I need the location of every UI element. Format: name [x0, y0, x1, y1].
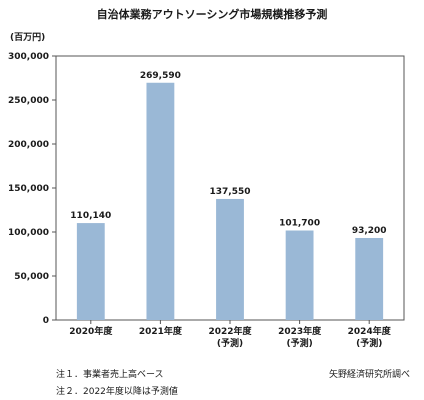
note-1: 注１．事業者売上高ベース	[56, 370, 164, 380]
bar-value-label: 101,700	[279, 219, 320, 229]
bar	[355, 237, 384, 320]
x-category-label: 2024年度	[348, 325, 392, 337]
y-tick-label: 0	[43, 316, 49, 326]
y-tick-label: 300,000	[8, 52, 49, 62]
bar	[216, 198, 244, 320]
x-category-label: 2022年度	[208, 325, 252, 337]
y-axis-unit-label: (百万円)	[10, 33, 46, 43]
x-category-label: 2023年度	[278, 325, 322, 337]
y-tick-label: 200,000	[8, 140, 49, 150]
bar-value-label: 269,590	[140, 71, 181, 81]
y-tick-label: 50,000	[14, 272, 49, 282]
y-tick-label: 100,000	[8, 228, 49, 238]
x-category-label: 2020年度	[69, 325, 113, 337]
note-2: 注２．2022年度以降は予測値	[56, 387, 178, 397]
chart-title: 自治体業務アウトソーシング市場規模推移予測	[96, 8, 328, 21]
bar-value-label: 137,550	[210, 187, 251, 197]
x-category-label: 2021年度	[139, 325, 183, 337]
bar-value-label: 93,200	[352, 226, 387, 236]
y-tick-label: 250,000	[8, 96, 49, 106]
x-category-label: (予測)	[356, 337, 382, 349]
bar	[285, 230, 314, 320]
bar	[76, 223, 105, 320]
bar	[146, 82, 175, 320]
source-credit: 矢野経済研究所調べ	[328, 370, 410, 380]
x-category-label: (予測)	[217, 337, 243, 349]
x-category-label: (予測)	[286, 337, 312, 349]
y-tick-label: 150,000	[8, 184, 49, 194]
bar-value-label: 110,140	[70, 211, 111, 221]
